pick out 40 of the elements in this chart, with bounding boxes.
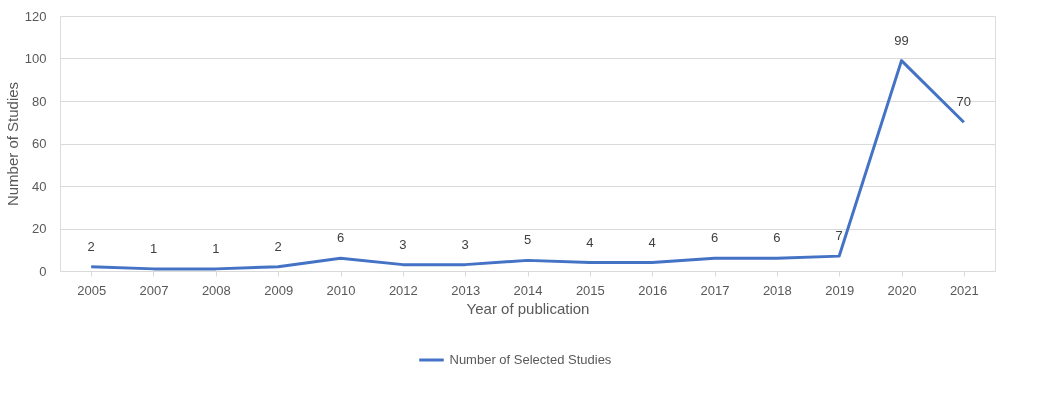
data-label: 1 bbox=[149, 240, 158, 256]
data-label: 7 bbox=[835, 228, 843, 244]
data-label: 99 bbox=[894, 32, 909, 48]
data-label: 3 bbox=[461, 236, 469, 252]
data-label: 2 bbox=[87, 238, 95, 254]
data-label: 1 bbox=[212, 240, 220, 256]
x-tick-label: 2010 bbox=[326, 282, 356, 298]
data-label: 4 bbox=[586, 234, 594, 250]
data-label: 3 bbox=[399, 236, 407, 252]
x-axis-title: Year of publication bbox=[466, 299, 590, 317]
y-tick-label: 0 bbox=[39, 263, 47, 279]
x-tick-label: 2012 bbox=[388, 282, 418, 298]
y-axis-title: Number of Studies bbox=[3, 81, 21, 207]
y-tick-label: 40 bbox=[32, 178, 47, 194]
data-label: 2 bbox=[274, 238, 282, 254]
y-tick-label: 120 bbox=[24, 8, 47, 24]
x-tick-label: 2014 bbox=[513, 282, 543, 298]
x-tick-label: 2017 bbox=[700, 282, 730, 298]
x-tick-label: 2015 bbox=[575, 282, 605, 298]
x-tick-label: 2018 bbox=[762, 282, 792, 298]
data-label: 6 bbox=[710, 230, 719, 246]
y-tick-label: 80 bbox=[32, 93, 47, 109]
data-label: 5 bbox=[523, 232, 532, 248]
x-tick-label: 2008 bbox=[201, 282, 231, 298]
x-tick-label: 2007 bbox=[139, 282, 169, 298]
y-tick-label: 60 bbox=[32, 136, 47, 151]
x-tick-label: 2016 bbox=[638, 282, 668, 298]
x-tick-label: 2020 bbox=[887, 282, 917, 298]
y-tick-label: 100 bbox=[24, 51, 47, 66]
legend-label: Number of Selected Studies bbox=[449, 352, 612, 367]
x-tick-label: 2005 bbox=[77, 282, 107, 298]
data-label: 4 bbox=[648, 234, 656, 250]
x-tick-label: 2013 bbox=[451, 282, 481, 298]
x-tick-label: 2019 bbox=[825, 282, 855, 298]
y-tick-label: 20 bbox=[32, 221, 47, 236]
data-label: 6 bbox=[336, 230, 345, 246]
x-tick-label: 2009 bbox=[264, 282, 294, 298]
data-label: 6 bbox=[773, 230, 781, 246]
x-tick-label: 2021 bbox=[949, 282, 979, 298]
data-label: 70 bbox=[956, 94, 972, 110]
